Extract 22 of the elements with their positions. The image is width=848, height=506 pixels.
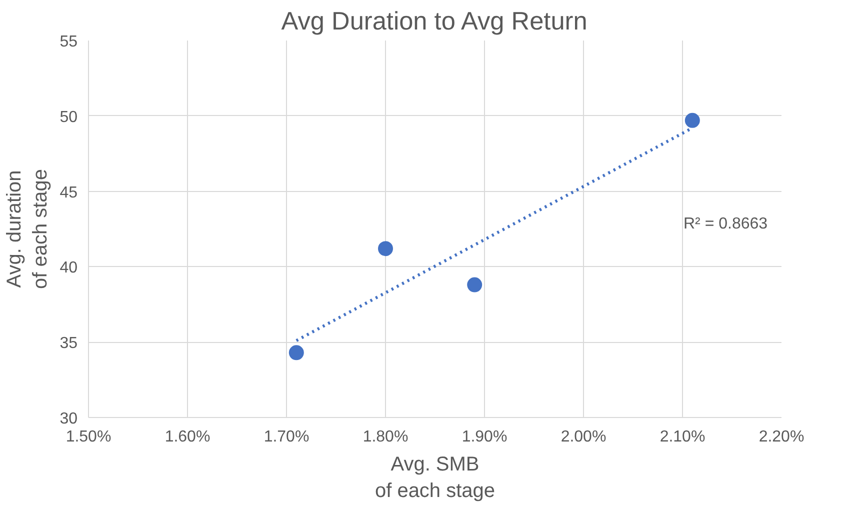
x-tick-label: 2.20% [758, 428, 804, 446]
y-tick-label: 35 [60, 335, 78, 352]
y-tick-label: 55 [60, 34, 78, 50]
x-tick-label: 1.50% [66, 428, 112, 446]
x-tick-label: 1.80% [362, 428, 408, 446]
x-tick-label: 1.60% [164, 428, 210, 446]
y-tick-label: 30 [60, 410, 78, 428]
x-tick-label: 1.90% [462, 428, 508, 446]
y-tick-label: 40 [60, 260, 78, 277]
x-axis-title: Avg. SMB of each stage [374, 454, 496, 502]
x-tick-label: 2.10% [660, 428, 706, 446]
y-tick-label: 50 [60, 108, 78, 126]
point [378, 241, 393, 256]
y-axis-title: Avg. duration of each stage [3, 168, 52, 290]
point [684, 112, 700, 128]
x-tick-label: 2.00% [560, 428, 606, 446]
point [288, 345, 304, 360]
y-tick-label: 45 [60, 184, 78, 202]
annotation: R² = 0.8663 [684, 216, 768, 232]
point [467, 277, 482, 292]
x-tick-label: 1.70% [264, 428, 310, 446]
chart-title: Avg Duration to Avg Return [281, 8, 588, 36]
